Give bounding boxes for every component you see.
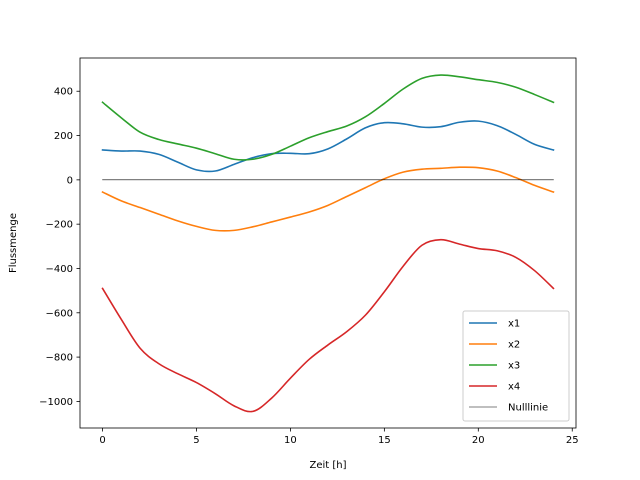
x-tick-label: 5 — [193, 435, 199, 446]
y-tick-label: −400 — [46, 264, 73, 275]
legend: x1 x2 x3 x4 Nulllinie — [462, 310, 570, 422]
y-tick-label: 400 — [54, 87, 73, 98]
x-tick-label: 10 — [284, 435, 297, 446]
series-layer — [101, 74, 555, 413]
y-axis-label: Flussmenge — [8, 213, 19, 273]
x-tick-label: 25 — [566, 435, 579, 446]
y-tick-label: 0 — [67, 175, 73, 186]
series-line-x4 — [101, 238, 555, 413]
y-tick-label: −1000 — [39, 397, 73, 408]
legend-items: x1 x2 x3 x4 Nulllinie — [469, 319, 548, 414]
x-tick-label: 0 — [99, 435, 105, 446]
plot-frame — [79, 57, 577, 429]
y-tick-label: −800 — [46, 353, 73, 364]
legend-frame — [462, 310, 570, 422]
y-tick-label: 200 — [54, 131, 73, 142]
series-line-x1 — [101, 120, 555, 173]
series-line-x2 — [101, 166, 555, 232]
legend-label-x2: x2 — [508, 340, 520, 351]
legend-label-Nulllinie: Nulllinie — [508, 403, 548, 414]
x-tick-label: 20 — [472, 435, 485, 446]
y-tick-label: −600 — [46, 308, 73, 319]
legend-label-x4: x4 — [508, 382, 520, 393]
x-tick-label: 15 — [378, 435, 391, 446]
series-line-x3 — [101, 74, 555, 161]
legend-label-x1: x1 — [508, 319, 520, 330]
legend-label-x3: x3 — [508, 361, 520, 372]
y-tick-label: −200 — [46, 220, 73, 231]
y-axis: −1000 −800 −600 −400 −200 0 200 400 — [39, 87, 80, 408]
x-axis-label: Zeit [h] — [309, 460, 346, 471]
x-axis: 0 5 10 15 20 25 — [99, 428, 579, 446]
